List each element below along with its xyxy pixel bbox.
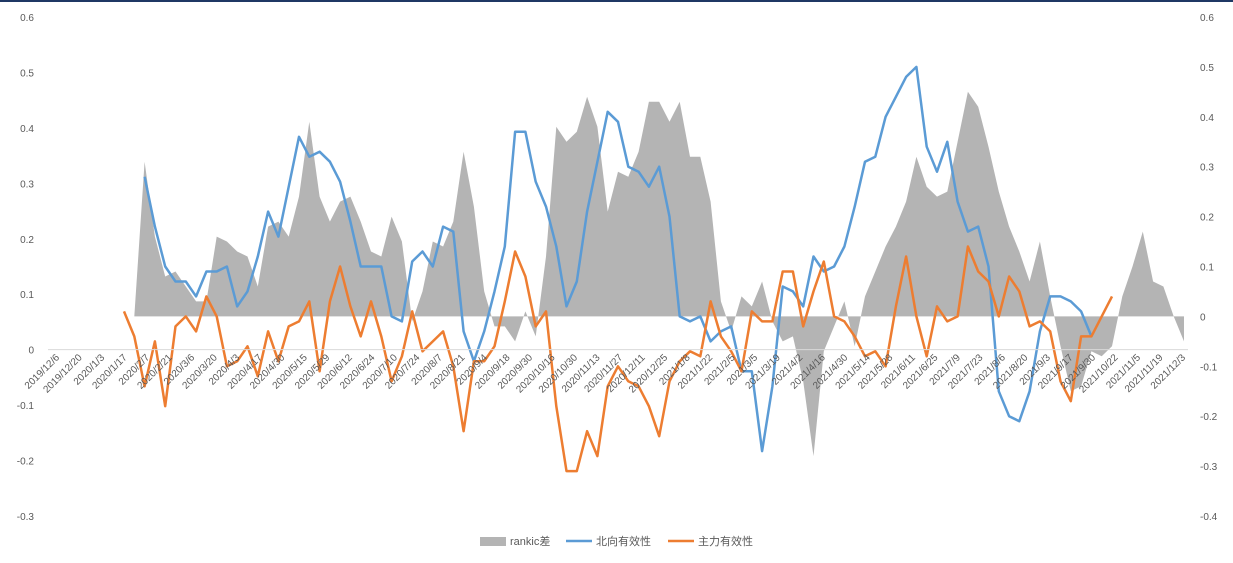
line-layer (122, 65, 1114, 473)
y-left-tick-label: -0.1 (17, 401, 35, 412)
line-main (122, 245, 1114, 473)
y-left-tick-label: -0.2 (17, 457, 35, 468)
area-layer (134, 91, 1184, 457)
legend-label-rankic: rankic差 (510, 534, 550, 548)
y-left-tick-label: 0.3 (20, 179, 34, 190)
y-left-tick-label: 0.6 (20, 13, 34, 24)
y-right-tick-label: 0.5 (1200, 63, 1214, 74)
y-left-tick-label: -0.3 (17, 512, 35, 523)
x-tick-layer: 2019/12/62019/12/202020/1/32020/1/172020… (23, 352, 1189, 395)
y-right-tick-label: 0.2 (1200, 213, 1214, 224)
legend-label-main: 主力有效性 (698, 534, 753, 548)
y-left-tick-label: 0.2 (20, 235, 34, 246)
y-left-tick-label: 0 (28, 346, 34, 357)
axis-layer: 0.6 0.5 0.4 0.3 0.2 0.1 0 -0.1 -0.2 -0.3 0.6 0.5 0.4… (17, 13, 1218, 523)
y-left-tick-label: 0.5 (20, 68, 34, 79)
y-left-tick-label: 0.1 (20, 290, 34, 301)
y-right-tick-label: -0.3 (1200, 462, 1218, 473)
y-left-tick-label: 0.4 (20, 124, 34, 135)
y-right-tick-label: 0.6 (1200, 13, 1214, 24)
area-rankic (134, 91, 1184, 457)
y-right-tick-label: 0 (1200, 312, 1206, 323)
line-north (143, 65, 1093, 453)
legend-label-north: 北向有效性 (596, 534, 651, 548)
legend: rankic差 北向有效性 主力有效性 (480, 534, 753, 548)
y-right-tick-label: 0.3 (1200, 163, 1214, 174)
y-right-tick-label: -0.2 (1200, 412, 1218, 423)
y-right-tick-label: 0.1 (1200, 263, 1214, 274)
y-right-tick-label: -0.1 (1200, 362, 1218, 373)
legend-swatch-rankic (480, 537, 506, 546)
y-right-tick-label: 0.4 (1200, 113, 1214, 124)
y-right-tick-label: -0.4 (1200, 512, 1218, 523)
